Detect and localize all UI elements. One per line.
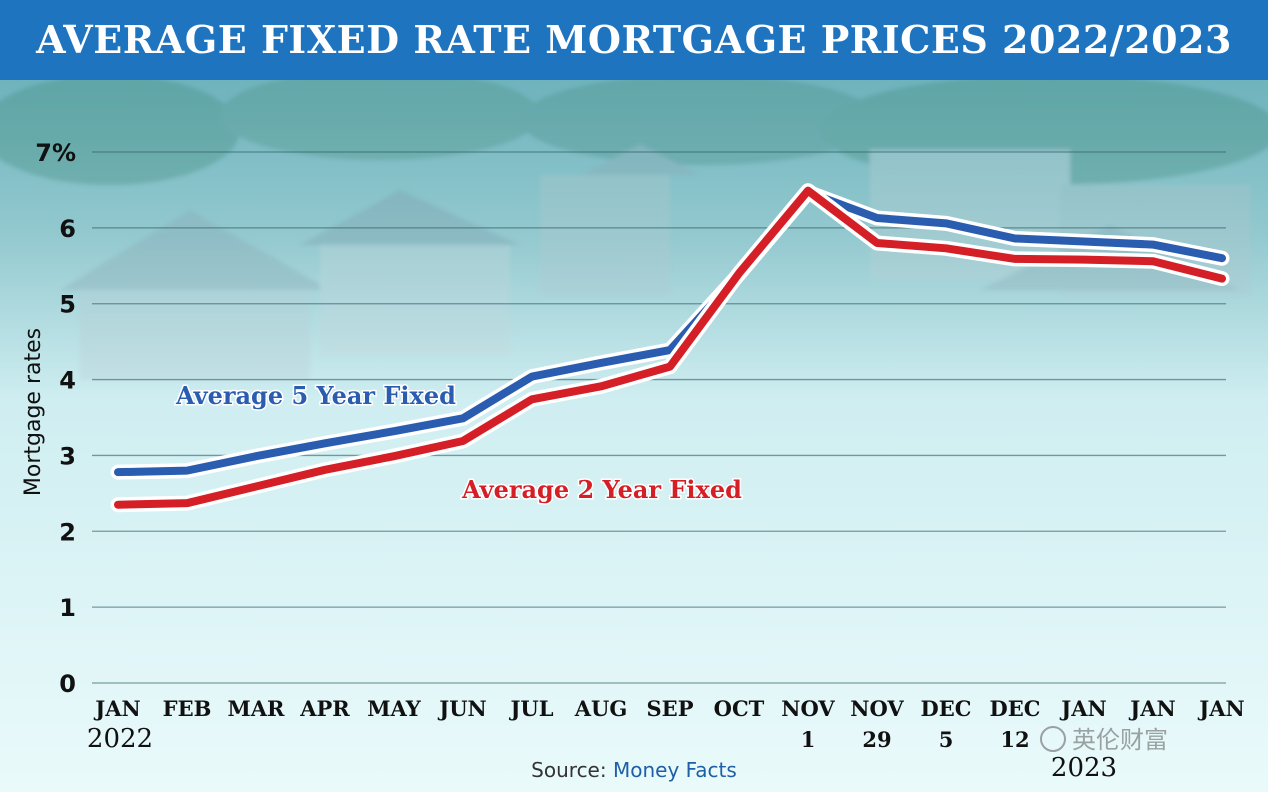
legend-label-5-year: Average 5 Year Fixed: [175, 381, 456, 410]
series-line: [114, 186, 1226, 509]
x-tick-label: NOV: [781, 696, 835, 721]
y-tick-label: 6: [59, 215, 76, 243]
data-point: [117, 471, 119, 473]
x-tick-label: JAN: [93, 696, 140, 721]
data-point: [738, 272, 740, 274]
x-tick-label: NOV: [850, 696, 904, 721]
series-5-year-group: [110, 184, 1230, 480]
x-tick-label: MAR: [228, 696, 286, 721]
y-tick-label: 0: [59, 670, 76, 698]
x-tick-label: JUL: [508, 696, 553, 721]
series-lines: [110, 183, 1230, 513]
source-name: Money Facts: [612, 758, 737, 782]
data-point: [669, 349, 671, 351]
data-point: [945, 247, 947, 249]
data-point: [393, 455, 395, 457]
x-tick-label: FEB: [163, 696, 212, 721]
data-point: [1221, 257, 1223, 259]
series-line: [114, 188, 1226, 477]
wechat-icon: [1040, 726, 1066, 752]
data-point: [186, 470, 188, 472]
data-point: [531, 376, 533, 378]
y-tick-label: 5: [59, 291, 76, 319]
x-tick-label: JAN: [1128, 696, 1175, 721]
x-tick-sublabel: 5: [939, 727, 954, 752]
x-tick-label: MAY: [367, 696, 421, 721]
data-point: [255, 485, 257, 487]
x-tick-sublabel: 12: [1000, 727, 1029, 752]
source-label: Source:: [531, 758, 607, 782]
x-tick-label: DEC: [921, 696, 972, 721]
y-tick-label: 2: [59, 518, 76, 546]
data-point: [324, 469, 326, 471]
x-tick-sublabel: 2022: [87, 724, 153, 754]
data-point: [1014, 258, 1016, 260]
data-point: [807, 190, 809, 192]
data-point: [186, 502, 188, 504]
x-tick-label: OCT: [714, 696, 765, 721]
y-axis-label: Mortgage rates: [21, 328, 46, 496]
x-tick-sublabel: 1: [801, 727, 816, 752]
x-tick-label: JAN: [1059, 696, 1106, 721]
data-point: [945, 222, 947, 224]
x-tick-label: JUN: [437, 696, 486, 721]
y-tick-label: 1: [59, 594, 76, 622]
data-point: [255, 455, 257, 457]
data-point: [531, 398, 533, 400]
x-tick-label: JAN: [1197, 696, 1244, 721]
y-tick-label: 3: [59, 442, 76, 470]
x-tick-label: APR: [299, 696, 350, 721]
title-bar: [0, 0, 1268, 80]
chart-title: AVERAGE FIXED RATE MORTGAGE PRICES 2022/…: [36, 17, 1232, 62]
data-point: [393, 430, 395, 432]
data-point: [600, 362, 602, 364]
data-point: [669, 366, 671, 368]
x-tick-label: AUG: [574, 696, 628, 721]
y-tick-labels: 0 1 2 3 4 5 6 7%: [35, 139, 76, 698]
source-note: Source: Money Facts: [0, 758, 1268, 782]
data-point: [462, 440, 464, 442]
data-point: [1152, 244, 1154, 246]
data-point: [600, 385, 602, 387]
x-tick-label: DEC: [990, 696, 1041, 721]
x-tick-labels: JAN 2022 FEB MAR APR MAY JUN JUL AUG SEP OCT NOV 1 NO…: [87, 696, 1245, 783]
y-tick-label: 7%: [35, 139, 76, 167]
data-point: [117, 504, 119, 506]
watermark: 英伦财富: [1040, 720, 1168, 755]
data-point: [1083, 259, 1085, 261]
data-point: [462, 417, 464, 419]
y-tick-label: 4: [59, 367, 76, 395]
legend-label-2-year: Average 2 Year Fixed: [461, 475, 742, 504]
series-2-year-group: [110, 183, 1230, 513]
data-point: [876, 217, 878, 219]
x-tick-label: SEP: [647, 696, 694, 721]
data-point: [1221, 278, 1223, 280]
data-point: [324, 442, 326, 444]
watermark-text: 英伦财富: [1072, 726, 1168, 754]
data-point: [1014, 238, 1016, 240]
data-point: [876, 242, 878, 244]
x-year-label-2023: 2023: [1051, 753, 1117, 783]
data-point: [1083, 241, 1085, 243]
data-point: [1152, 260, 1154, 262]
x-tick-sublabel: 29: [862, 727, 891, 752]
